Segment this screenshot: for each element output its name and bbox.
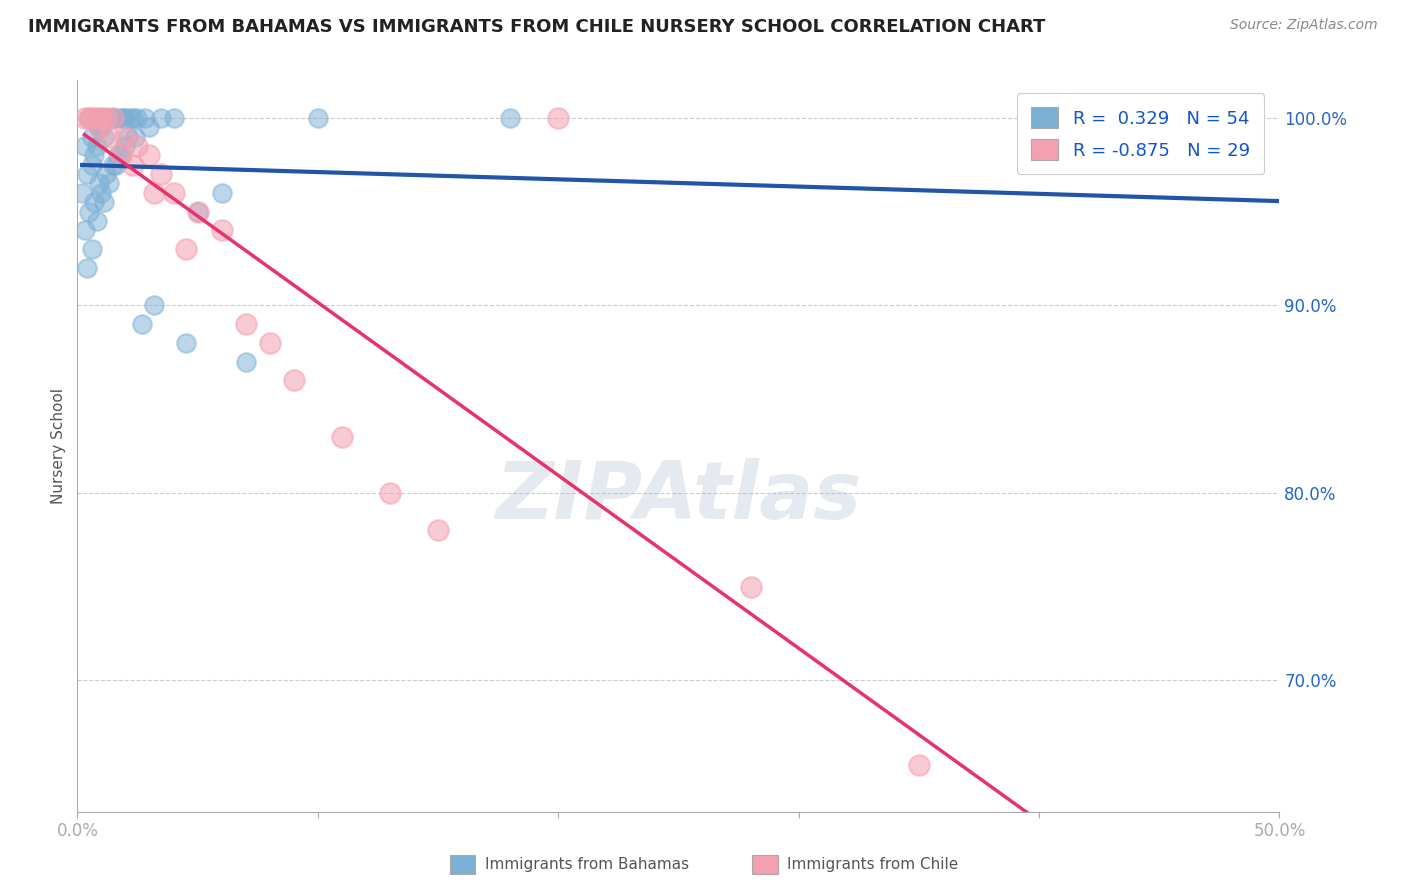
Point [93,195,115,210]
Point [79,204,101,219]
Point [740,580,762,594]
Point [79,111,101,125]
Point [127,139,149,153]
Point [80,242,103,256]
Text: ZIPAtlas: ZIPAtlas [495,458,862,536]
Point [83,195,105,210]
Point [378,486,401,500]
Point [259,335,281,350]
Point [80,111,103,125]
Point [103,111,125,125]
Point [87,177,110,191]
Point [114,111,136,125]
Point [427,524,450,538]
Point [174,242,197,256]
Point [86,214,108,228]
Point [86,111,108,125]
Point [143,298,166,312]
Point [80,158,103,172]
Point [110,111,132,125]
Point [80,129,103,144]
Point [114,129,136,144]
Point [70,186,93,200]
Point [138,148,160,162]
Point [96,111,118,125]
Point [134,111,156,125]
Point [73,223,96,237]
Point [499,111,522,125]
Point [908,757,931,772]
Point [96,111,118,125]
Point [87,120,110,135]
Point [186,204,209,219]
Point [90,120,112,135]
Point [97,129,120,144]
Text: IMMIGRANTS FROM BAHAMAS VS IMMIGRANTS FROM CHILE NURSERY SCHOOL CORRELATION CHAR: IMMIGRANTS FROM BAHAMAS VS IMMIGRANTS FR… [28,18,1046,36]
Point [86,139,108,153]
Point [110,148,132,162]
Point [121,111,143,125]
Legend: R =  0.329   N = 54, R = -0.875   N = 29: R = 0.329 N = 54, R = -0.875 N = 29 [1017,93,1264,175]
Point [307,111,329,125]
Point [76,167,98,181]
Point [90,186,112,200]
Point [124,129,146,144]
Point [211,223,233,237]
Point [138,120,160,135]
Point [83,148,105,162]
Point [174,335,197,350]
Point [283,373,305,387]
Point [79,111,101,125]
Point [73,139,96,153]
Point [103,158,125,172]
Point [162,111,184,125]
Point [162,186,184,200]
Point [97,177,120,191]
Point [73,111,96,125]
Point [90,111,112,125]
Point [93,129,115,144]
Point [547,111,569,125]
Point [76,260,98,275]
Point [86,111,108,125]
Point [235,317,257,331]
Point [97,111,120,125]
Text: Immigrants from Bahamas: Immigrants from Bahamas [485,857,689,871]
Y-axis label: Nursery School: Nursery School [51,388,66,504]
Point [87,120,110,135]
Point [127,111,149,125]
Point [150,167,173,181]
Point [111,111,134,125]
Point [121,158,143,172]
Point [120,111,142,125]
Point [150,111,173,125]
Point [131,317,153,331]
Point [100,111,122,125]
Point [114,139,136,153]
Point [143,186,166,200]
Point [117,129,139,144]
Point [110,148,132,162]
Point [211,186,233,200]
Point [104,158,127,172]
Point [103,111,125,125]
Text: Source: ZipAtlas.com: Source: ZipAtlas.com [1230,18,1378,32]
Point [330,429,353,443]
Point [90,111,112,125]
Text: Immigrants from Chile: Immigrants from Chile [787,857,959,871]
Point [186,204,209,219]
Point [104,111,127,125]
Point [235,354,257,368]
Point [107,148,129,162]
Point [96,167,118,181]
